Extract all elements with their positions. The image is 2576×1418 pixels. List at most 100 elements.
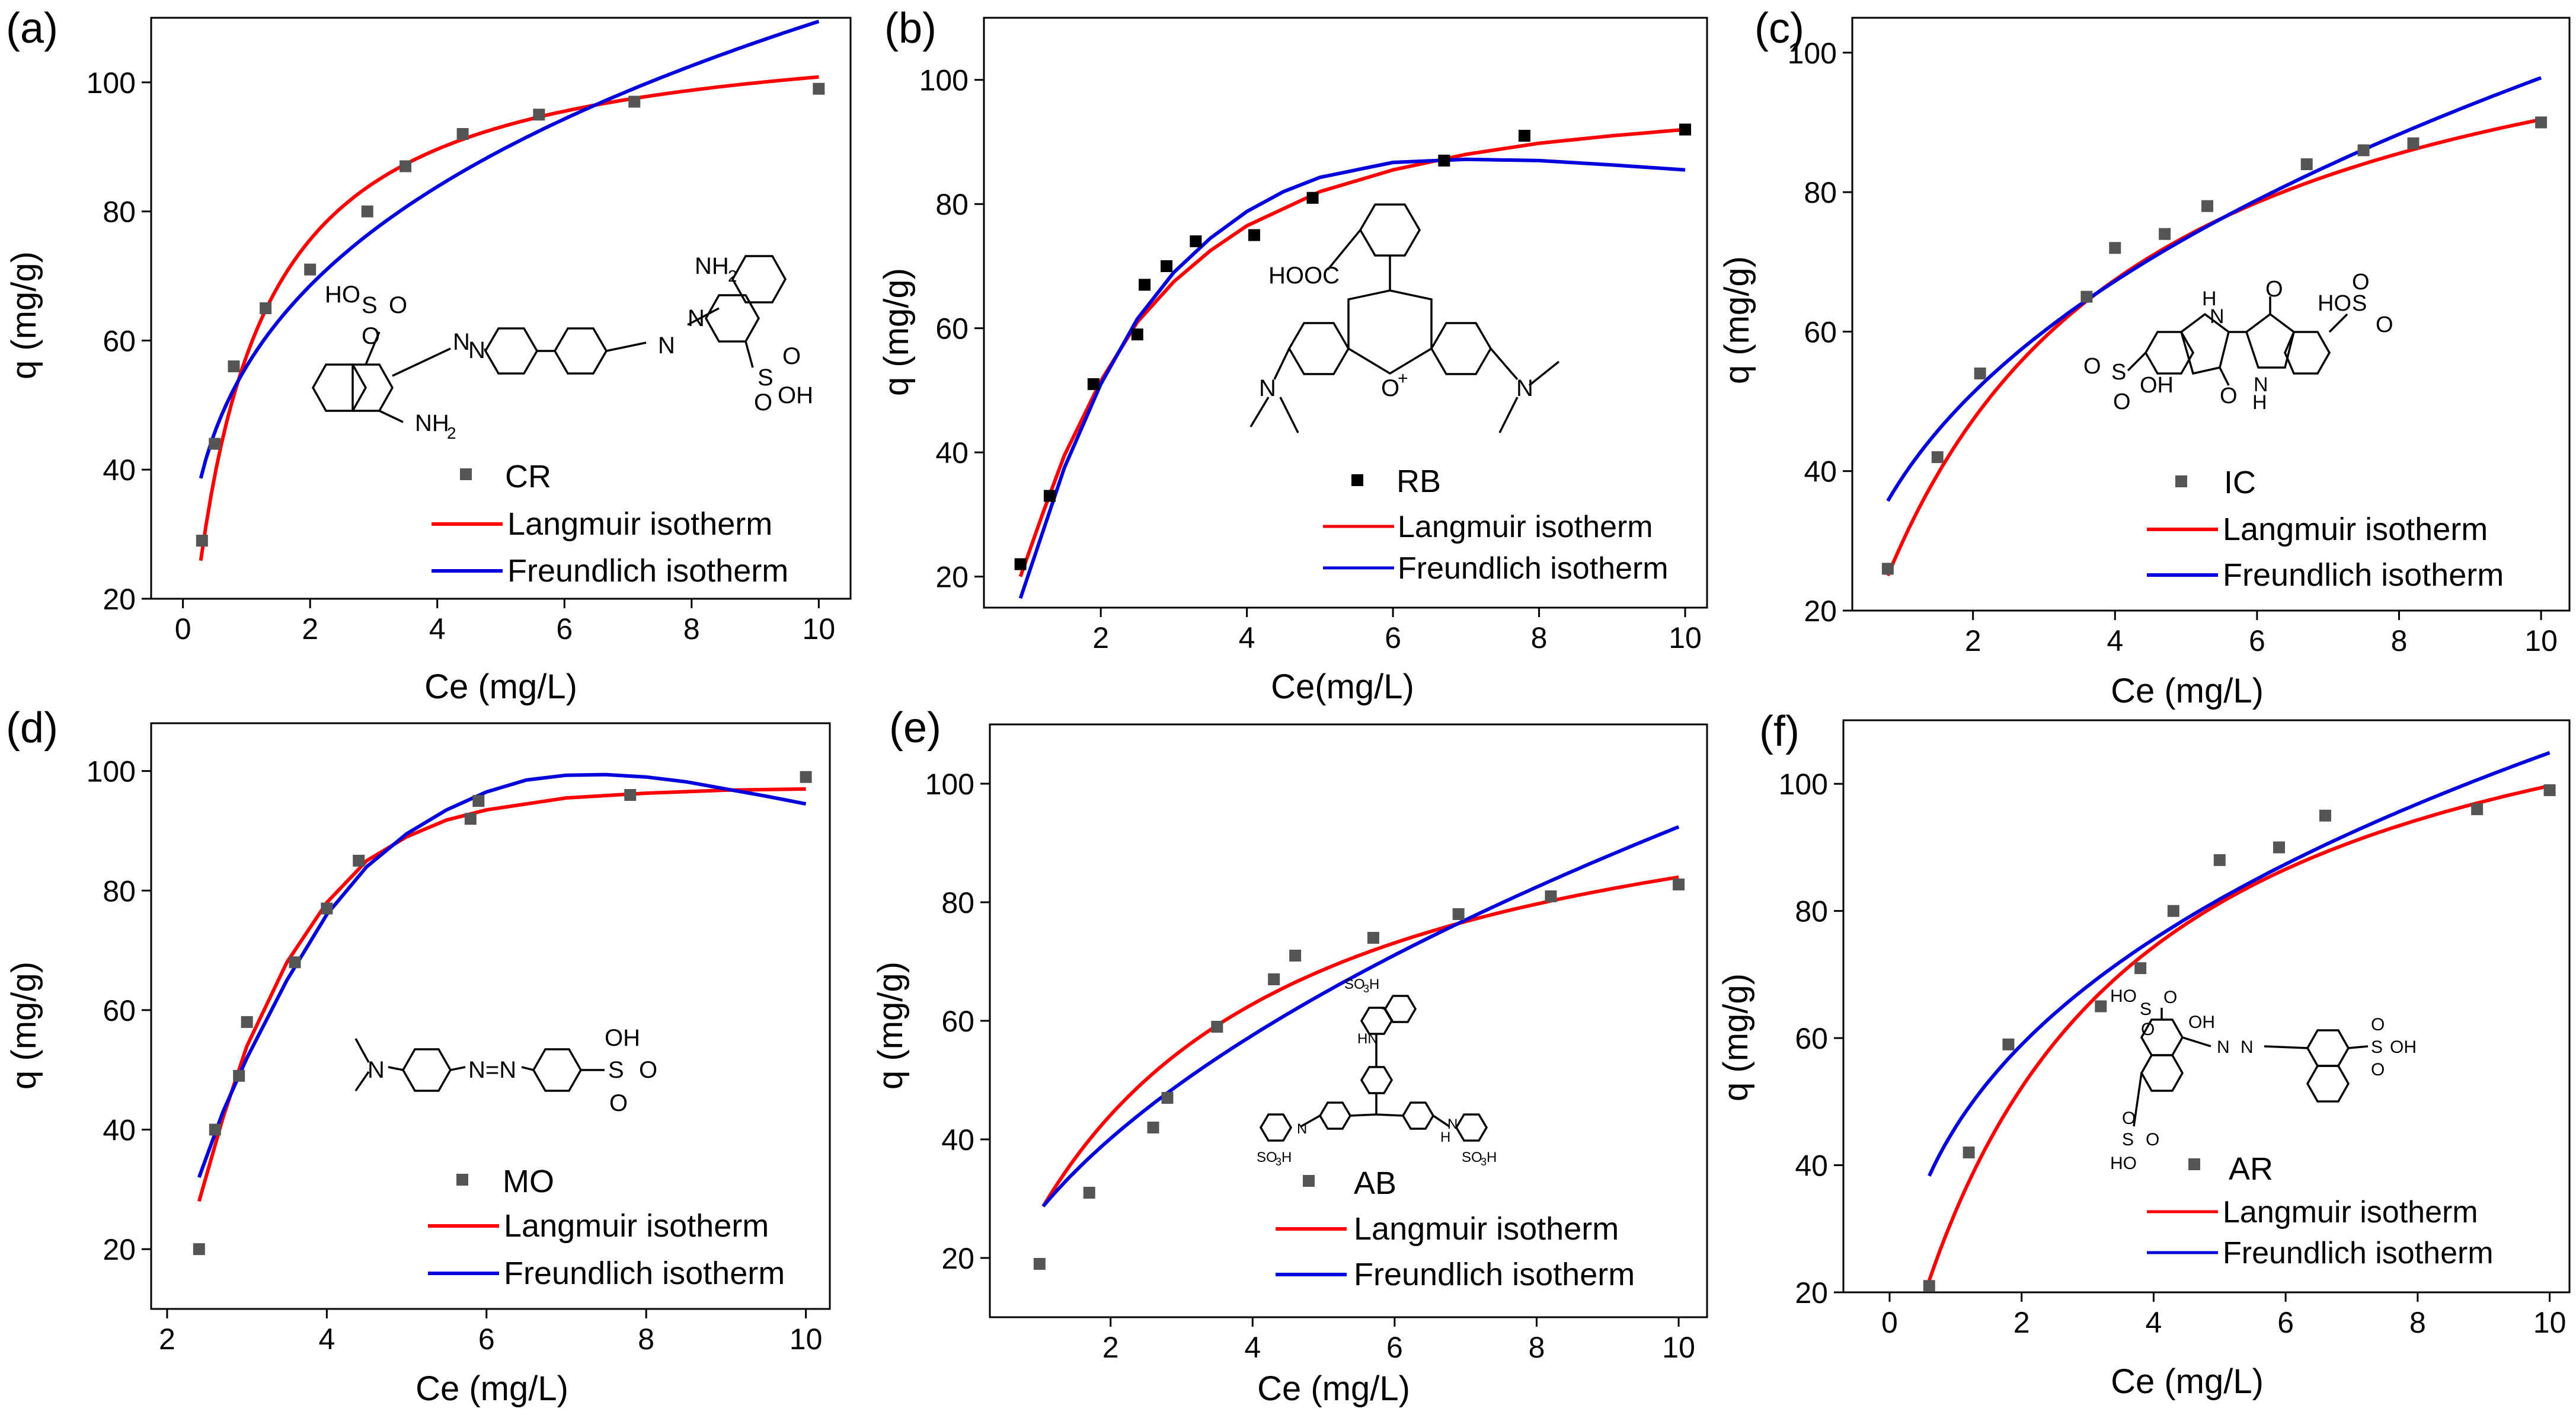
y-axis-label-b: q (mg/g)	[877, 268, 916, 396]
panel-label-a: (a)	[6, 5, 58, 52]
square-marker-icon	[1351, 474, 1363, 486]
plot-frame	[983, 17, 1708, 609]
x-tick-label: 6	[556, 612, 573, 646]
y-tick-label: 60	[103, 994, 136, 1027]
axes-d: 2 4 6 8 10 20 40 60 80 100	[87, 722, 831, 1356]
ab-label-so1: SO	[1344, 976, 1365, 992]
x-tick-label: 6	[2277, 1306, 2294, 1339]
ab-label-sub2: 3	[1276, 1156, 1281, 1168]
cr-label-sub1: 2	[447, 424, 456, 442]
data-point	[2407, 137, 2420, 149]
x-tick-label: 4	[1239, 621, 1255, 654]
x-tick-label: 4	[2107, 624, 2123, 657]
curves-a	[199, 20, 820, 561]
y-tick-label: 100	[925, 768, 974, 801]
panel-f: (f) 0 2 4 6 8 10 20 40 60 80 100 Ce (mg/L) q (mg/g…	[1717, 708, 2571, 1401]
x-tick-label: 0	[175, 612, 191, 646]
ar-label-ho2: HO	[2110, 1154, 2137, 1173]
y-tick-label: 20	[941, 1242, 974, 1275]
legend-marker-f: AR	[2229, 1151, 2273, 1187]
y-tick-label: 100	[87, 66, 136, 100]
data-point	[2002, 1038, 2015, 1050]
cr-label-sub2: 2	[728, 267, 737, 285]
data-point	[1679, 123, 1692, 136]
square-marker-icon	[456, 1174, 468, 1186]
y-axis-label-f: q (mg/g)	[1717, 973, 1755, 1101]
x-tick-label: 8	[2391, 624, 2408, 657]
data-point	[2080, 290, 2093, 303]
legend-langmuir-d: Langmuir isotherm	[504, 1208, 769, 1244]
ic-label-n2: N	[2254, 373, 2268, 396]
data-point	[209, 1123, 221, 1136]
ic-label-o3: O	[2376, 312, 2393, 337]
data-point	[361, 205, 373, 218]
data-point	[233, 1069, 245, 1082]
x-tick-label: 10	[2533, 1306, 2567, 1339]
axes-f: 0 2 4 6 8 10 20 40 60 80 100	[1779, 719, 2571, 1339]
ic-label-o5: O	[2113, 389, 2131, 414]
ar-label-o5: O	[2146, 1130, 2159, 1149]
mo-label-oh: OH	[605, 1025, 640, 1051]
data-point	[1367, 932, 1379, 944]
panel-a: (a) 0 2 4 6 8 10 20 40 60 80 100 Ce (mg/L) q (mg/g…	[5, 5, 852, 706]
data-point	[289, 956, 301, 969]
y-tick-label: 100	[1779, 768, 1828, 801]
data-point	[2319, 809, 2331, 822]
legend-freundlich-c: Freundlich isotherm	[2223, 557, 2504, 593]
data-point	[2167, 905, 2179, 917]
data-point	[813, 82, 825, 95]
ic-label-s2: S	[2111, 360, 2126, 385]
points-b	[1014, 123, 1692, 570]
x-tick-label: 6	[2249, 624, 2265, 657]
rb-label-n2: N	[1516, 375, 1533, 401]
ar-label-ho1: HO	[2110, 986, 2137, 1006]
rb-label-plus: +	[1398, 369, 1408, 388]
ar-label-o1: O	[2163, 988, 2177, 1007]
x-axis-label-e: Ce (mg/L)	[1257, 1369, 1410, 1408]
x-axis-label-a: Ce (mg/L)	[424, 668, 577, 706]
data-point	[228, 360, 240, 372]
rb-label-n1: N	[1259, 375, 1276, 401]
mo-label-nn: N=N	[468, 1057, 516, 1083]
ar-label-o6: O	[2122, 1109, 2136, 1128]
data-point	[2300, 158, 2313, 171]
data-point	[1306, 191, 1319, 204]
langmuir-curve	[1041, 875, 1679, 1208]
langmuir-curve	[1886, 117, 2542, 577]
structure-ar: HO S O O OH N N S O O OH S O O HO	[2110, 986, 2417, 1173]
data-point	[1043, 490, 1056, 502]
axes-b: 2 4 6 8 10 20 40 60 80 100	[919, 17, 1708, 654]
plot-frame	[1842, 719, 2571, 1294]
cr-label-o3: O	[782, 343, 801, 369]
axes-c: 2 4 6 8 10 20 40 60 80 100	[1788, 17, 2571, 657]
freundlich-curve	[1886, 76, 2542, 502]
axes-e: 2 4 6 8 10 20 40 60 80 100	[925, 723, 1708, 1364]
y-tick-label: 60	[103, 324, 136, 357]
panel-label-b: (b)	[884, 5, 937, 52]
x-tick-label: 8	[683, 612, 700, 646]
legend-freundlich-d: Freundlich isotherm	[504, 1256, 785, 1291]
cr-label-n2: N	[468, 337, 485, 363]
ab-label-sub3: 3	[1481, 1156, 1487, 1168]
langmuir-curve	[1018, 127, 1686, 577]
data-point	[2273, 841, 2285, 854]
y-tick-label: 20	[935, 561, 969, 594]
data-point	[399, 160, 412, 173]
x-axis-label-b: Ce(mg/L)	[1271, 668, 1414, 706]
cr-label-nh2: NH	[695, 253, 729, 279]
data-point	[1923, 1280, 1935, 1292]
panel-label-f: (f)	[1759, 708, 1800, 755]
curves-d	[197, 772, 807, 1202]
data-point	[1161, 1092, 1174, 1104]
ic-label-o4: O	[2083, 354, 2101, 379]
ab-label-h3: H	[1487, 1149, 1497, 1165]
y-tick-label: 60	[935, 312, 969, 346]
points-e	[1033, 879, 1685, 1270]
data-point	[533, 108, 545, 121]
legend-langmuir-b: Langmuir isotherm	[1398, 510, 1653, 544]
x-tick-label: 8	[638, 1323, 654, 1356]
ar-label-s1: S	[2140, 999, 2152, 1019]
data-point	[209, 437, 221, 450]
data-point	[800, 771, 812, 783]
square-marker-icon	[1303, 1175, 1315, 1187]
